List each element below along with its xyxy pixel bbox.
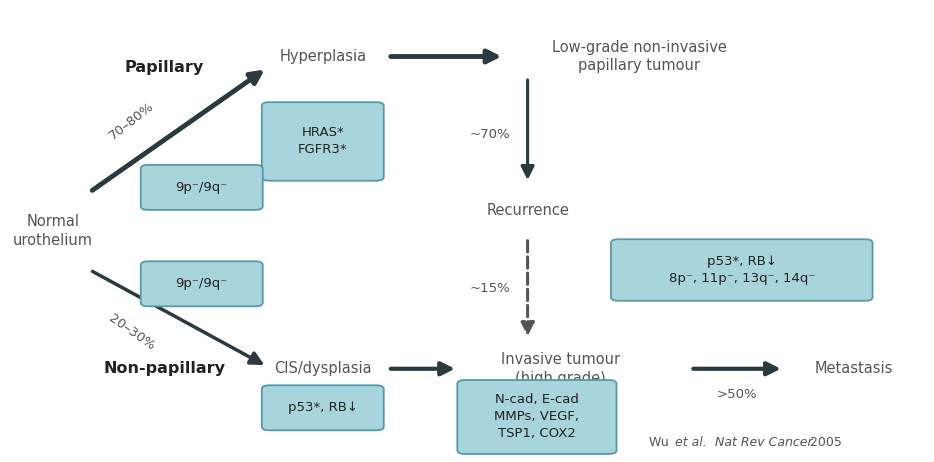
Text: Invasive tumour
(high grade): Invasive tumour (high grade): [501, 352, 620, 386]
Text: p53*, RB↓
8p⁻, 11p⁻, 13q⁻, 14q⁻: p53*, RB↓ 8p⁻, 11p⁻, 13q⁻, 14q⁻: [669, 255, 815, 285]
Text: Nat Rev Cancer: Nat Rev Cancer: [715, 436, 813, 449]
Text: ~15%: ~15%: [470, 282, 511, 295]
Text: Papillary: Papillary: [125, 61, 205, 75]
Text: Wu: Wu: [648, 436, 672, 449]
Text: CIS/dysplasia: CIS/dysplasia: [274, 361, 372, 376]
FancyBboxPatch shape: [141, 165, 262, 210]
FancyBboxPatch shape: [458, 380, 616, 454]
Text: Normal
urothelium: Normal urothelium: [13, 214, 92, 248]
Text: 9p⁻/9q⁻: 9p⁻/9q⁻: [176, 181, 228, 194]
Text: HRAS*
FGFR3*: HRAS* FGFR3*: [298, 127, 347, 157]
Text: et al.: et al.: [674, 436, 706, 449]
Text: Low-grade non-invasive
papillary tumour: Low-grade non-invasive papillary tumour: [552, 40, 727, 73]
Text: >50%: >50%: [716, 388, 757, 401]
FancyBboxPatch shape: [262, 385, 384, 430]
Text: 70–80%: 70–80%: [107, 99, 157, 142]
Text: p53*, RB↓: p53*, RB↓: [288, 401, 358, 414]
Text: Hyperplasia: Hyperplasia: [279, 49, 366, 64]
Text: 2005: 2005: [806, 436, 842, 449]
Text: ~70%: ~70%: [470, 128, 511, 141]
FancyBboxPatch shape: [141, 261, 262, 306]
Text: Recurrence: Recurrence: [487, 203, 569, 218]
FancyBboxPatch shape: [262, 102, 384, 181]
FancyBboxPatch shape: [611, 239, 872, 301]
Text: Non-papillary: Non-papillary: [104, 361, 225, 376]
Text: N-cad, E-cad
MMPs, VEGF,
TSP1, COX2: N-cad, E-cad MMPs, VEGF, TSP1, COX2: [494, 394, 579, 440]
Text: 9p⁻/9q⁻: 9p⁻/9q⁻: [176, 277, 228, 290]
Text: Metastasis: Metastasis: [814, 361, 893, 376]
Text: 20–30%: 20–30%: [106, 311, 157, 353]
